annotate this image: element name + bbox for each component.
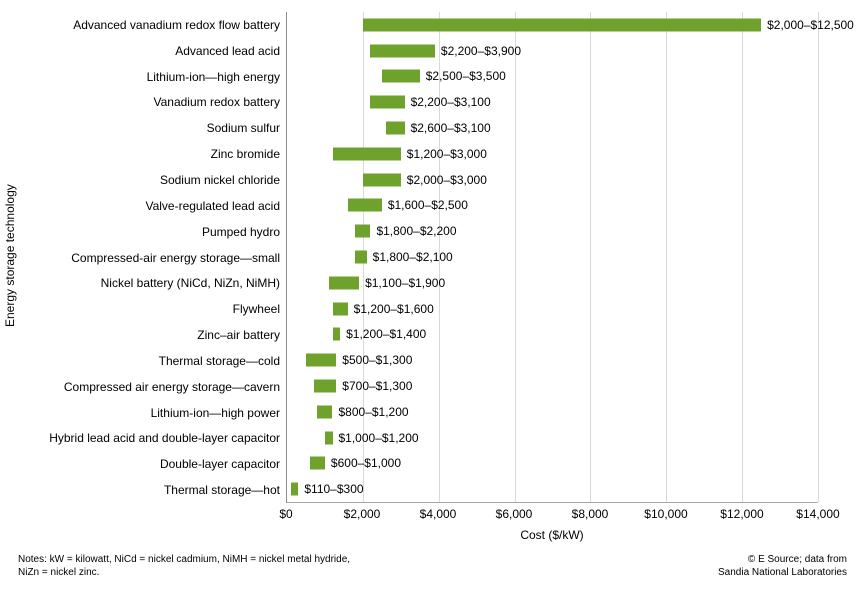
range-bar [370, 95, 405, 109]
range-bar [317, 405, 333, 419]
range-bar [381, 69, 420, 83]
bar-value-label: $1,200–$1,600 [353, 301, 434, 316]
bar-row: $700–$1,300 [287, 373, 818, 399]
range-bar [355, 250, 367, 264]
bar-row: $1,800–$2,100 [287, 244, 818, 270]
range-bar [313, 379, 337, 393]
x-tick-label: $0 [279, 507, 293, 521]
notes-text: Notes: kW = kilowatt, NiCd = nickel cadm… [18, 554, 351, 578]
category-label: Sodium nickel chloride [159, 172, 280, 187]
range-bar [332, 147, 401, 161]
bar-row: $2,000–$12,500 [287, 12, 854, 38]
category-label: Vanadium redox battery [153, 95, 280, 110]
bar-value-label: $2,000–$12,500 [767, 17, 854, 32]
range-bar [324, 431, 333, 445]
gridline [818, 12, 819, 502]
bar-value-label: $600–$1,000 [330, 456, 401, 471]
x-tick-label: $8,000 [571, 507, 609, 521]
category-label: Thermal storage—cold [158, 353, 280, 368]
range-bar [309, 456, 325, 470]
bar-value-label: $1,800–$2,200 [376, 224, 457, 239]
bar-row: $2,200–$3,100 [287, 89, 818, 115]
bar-row: $1,600–$2,500 [287, 193, 818, 219]
category-label: Zinc bromide [210, 147, 280, 162]
bar-row: $1,000–$1,200 [287, 425, 818, 451]
category-label: Flywheel [232, 302, 280, 317]
category-label: Lithium-ion—high power [150, 405, 280, 420]
category-label: Advanced vanadium redox flow battery [73, 17, 280, 32]
bar-row: $800–$1,200 [287, 399, 818, 425]
bar-row: $2,200–$3,900 [287, 38, 818, 64]
bar-value-label: $1,200–$1,400 [346, 327, 427, 342]
x-axis-title: Cost ($/kW) [520, 528, 584, 542]
bar-value-label: $500–$1,300 [342, 353, 413, 368]
bar-row: $1,200–$1,600 [287, 296, 818, 322]
range-bar [328, 276, 360, 290]
category-label: Thermal storage—hot [163, 483, 280, 498]
x-tick-label: $4,000 [419, 507, 457, 521]
bar-value-label: $1,800–$2,100 [372, 250, 453, 265]
gridline [590, 12, 592, 502]
range-bar [355, 224, 371, 238]
x-tick-label: $10,000 [644, 507, 688, 521]
gridline [742, 12, 744, 502]
range-bar [291, 482, 299, 496]
bar-row: $600–$1,000 [287, 451, 818, 477]
bar-row: $110–$300 [287, 476, 818, 502]
range-bar [347, 198, 382, 212]
bar-row: $1,200–$3,000 [287, 141, 818, 167]
gridline [514, 12, 516, 502]
x-tick-label: $6,000 [495, 507, 533, 521]
x-axis-tick-labels: $0 $2,000 $4,000 $6,000 $8,000 $10,000 $12,000… [279, 507, 839, 522]
range-bar [305, 353, 337, 367]
range-bar [362, 173, 401, 187]
category-label: Nickel battery (NiCd, NiZn, NiMH) [100, 276, 280, 291]
bar-value-label: $2,500–$3,500 [425, 69, 506, 84]
bar-value-label: $1,200–$3,000 [406, 146, 487, 161]
bar-row: $1,800–$2,200 [287, 218, 818, 244]
bar-value-label: $1,600–$2,500 [387, 198, 468, 213]
bar-row: $500–$1,300 [287, 347, 818, 373]
plot-area: $2,000–$12,500 $2,200–$3,900 $2,500–$3,500… [286, 12, 854, 503]
bar-value-label: $110–$300 [304, 482, 364, 497]
range-bar [362, 18, 762, 32]
category-label: Lithium-ion—high energy [146, 69, 280, 84]
bars-layer: $2,000–$12,500 $2,200–$3,900 $2,500–$3,500… [287, 12, 854, 502]
category-label: Hybrid lead acid and double-layer capaci… [49, 431, 280, 446]
gridline [666, 12, 668, 502]
category-label: Valve-regulated lead acid [145, 198, 280, 213]
category-axis-labels: Advanced vanadium redox flow battery Adva… [0, 12, 280, 503]
x-tick-label: $14,000 [796, 507, 840, 521]
bar-value-label: $700–$1,300 [342, 379, 413, 394]
gridline [438, 12, 440, 502]
bar-row: $1,200–$1,400 [287, 322, 818, 348]
category-label: Sodium sulfur [206, 121, 280, 136]
bar-value-label: $2,200–$3,100 [410, 95, 491, 110]
bar-value-label: $2,000–$3,000 [406, 172, 487, 187]
range-bar [385, 121, 405, 135]
x-tick-label: $12,000 [720, 507, 764, 521]
category-label: Pumped hydro [201, 224, 280, 239]
range-bar [370, 44, 435, 58]
bar-row: $2,000–$3,000 [287, 167, 818, 193]
bar-row: $2,600–$3,100 [287, 115, 818, 141]
attribution-text: © E Source; data from Sandia National La… [718, 554, 847, 578]
category-label: Advanced lead acid [175, 43, 280, 58]
bar-value-label: $2,600–$3,100 [410, 121, 491, 136]
bar-value-label: $1,100–$1,900 [365, 275, 446, 290]
category-label: Zinc–air battery [197, 328, 280, 343]
x-tick-label: $2,000 [343, 507, 381, 521]
bar-value-label: $800–$1,200 [338, 404, 409, 419]
range-bar [332, 302, 348, 316]
bar-value-label: $2,200–$3,900 [440, 43, 521, 58]
bar-row: $2,500–$3,500 [287, 64, 818, 90]
bar-row: $1,100–$1,900 [287, 270, 818, 296]
bar-value-label: $1,000–$1,200 [338, 430, 419, 445]
category-label: Double-layer capacitor [159, 457, 280, 472]
category-label: Compressed air energy storage—cavern [63, 379, 280, 394]
range-bar [332, 327, 341, 341]
category-label: Compressed-air energy storage—small [71, 250, 280, 265]
